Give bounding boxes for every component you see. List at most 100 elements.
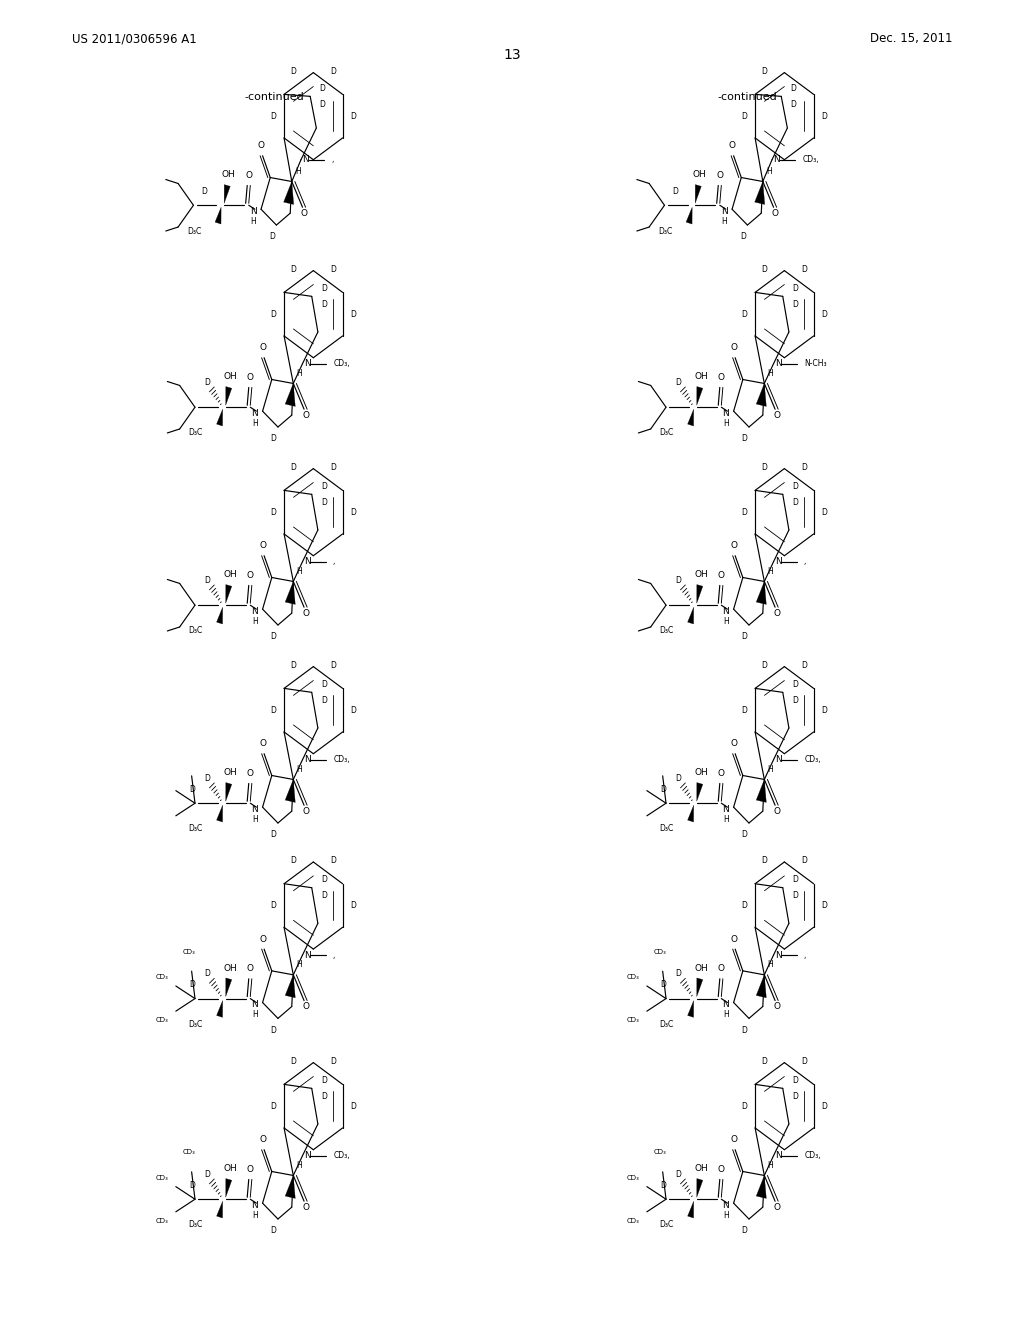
- Text: H: H: [251, 216, 256, 226]
- Text: D: D: [322, 482, 327, 491]
- Text: D: D: [322, 680, 327, 689]
- Text: D₃C: D₃C: [188, 825, 203, 833]
- Text: CD₃,: CD₃,: [804, 755, 821, 764]
- Text: D: D: [821, 508, 827, 516]
- Text: O: O: [718, 965, 725, 973]
- Text: D: D: [793, 680, 798, 689]
- Text: D: D: [291, 463, 296, 473]
- Text: D: D: [205, 1170, 210, 1179]
- Text: D: D: [270, 112, 276, 120]
- Text: O: O: [258, 141, 264, 150]
- Text: N: N: [721, 207, 727, 215]
- Text: D₃C: D₃C: [188, 1020, 203, 1028]
- Polygon shape: [286, 974, 295, 998]
- Text: OH: OH: [694, 570, 709, 579]
- Text: D: D: [793, 696, 798, 705]
- Text: D: D: [319, 100, 326, 108]
- Text: D: D: [741, 112, 748, 120]
- Text: D₃C: D₃C: [658, 227, 672, 235]
- Polygon shape: [284, 181, 294, 205]
- Text: D: D: [660, 981, 666, 989]
- Text: D₃C: D₃C: [659, 1221, 674, 1229]
- Text: D: D: [322, 696, 327, 705]
- Text: CD₃,: CD₃,: [333, 1151, 350, 1160]
- Text: D: D: [791, 100, 797, 108]
- Text: Dec. 15, 2011: Dec. 15, 2011: [869, 32, 952, 45]
- Text: D: D: [741, 632, 748, 642]
- Text: OH: OH: [694, 768, 709, 777]
- Text: D: D: [793, 891, 798, 900]
- Text: D: D: [741, 902, 748, 909]
- Text: D: D: [322, 875, 327, 884]
- Text: N: N: [722, 409, 729, 417]
- Text: D: D: [331, 1057, 336, 1067]
- Text: D: D: [322, 1092, 327, 1101]
- Text: D: D: [676, 378, 681, 387]
- Text: CD₃: CD₃: [156, 1175, 169, 1180]
- Text: O: O: [246, 172, 252, 180]
- Text: D: D: [270, 830, 276, 840]
- Text: O: O: [718, 770, 725, 777]
- Text: OH: OH: [222, 170, 236, 180]
- Text: CD₃,: CD₃,: [803, 156, 819, 164]
- Text: D: D: [791, 84, 797, 92]
- Text: 13: 13: [503, 49, 521, 62]
- Text: O: O: [259, 739, 266, 748]
- Text: H: H: [297, 766, 302, 774]
- Text: -continued: -continued: [245, 92, 304, 103]
- Polygon shape: [755, 181, 765, 205]
- Polygon shape: [688, 409, 693, 426]
- Polygon shape: [696, 585, 702, 603]
- Text: CD₃,: CD₃,: [333, 359, 350, 368]
- Text: D: D: [741, 1226, 748, 1236]
- Text: D: D: [291, 661, 296, 671]
- Text: N: N: [304, 950, 310, 960]
- Text: N: N: [722, 607, 729, 615]
- Text: H: H: [252, 418, 258, 428]
- Text: O: O: [730, 935, 737, 944]
- Polygon shape: [217, 1001, 222, 1018]
- Text: D: D: [793, 875, 798, 884]
- Text: D: D: [350, 1102, 356, 1110]
- Text: O: O: [773, 1203, 780, 1212]
- Text: D: D: [676, 969, 681, 978]
- Text: D: D: [821, 112, 827, 120]
- Text: N: N: [773, 156, 780, 164]
- Text: D: D: [741, 310, 748, 318]
- Text: O: O: [773, 1002, 780, 1011]
- Text: D: D: [660, 785, 666, 793]
- Text: D: D: [350, 112, 356, 120]
- Polygon shape: [286, 779, 295, 803]
- Text: H: H: [768, 370, 773, 378]
- Text: O: O: [301, 209, 307, 218]
- Text: O: O: [773, 609, 780, 618]
- Text: D: D: [350, 902, 356, 909]
- Text: O: O: [729, 141, 735, 150]
- Text: D: D: [270, 1102, 276, 1110]
- Text: O: O: [259, 1135, 266, 1144]
- Text: D: D: [270, 902, 276, 909]
- Text: D: D: [793, 498, 798, 507]
- Text: D: D: [802, 1057, 807, 1067]
- Text: D: D: [331, 463, 336, 473]
- Text: D: D: [205, 774, 210, 783]
- Text: H: H: [723, 814, 729, 824]
- Polygon shape: [757, 974, 766, 998]
- Text: CD₃: CD₃: [627, 1218, 640, 1224]
- Text: D: D: [205, 378, 210, 387]
- Polygon shape: [225, 783, 231, 801]
- Polygon shape: [225, 1179, 231, 1197]
- Text: O: O: [730, 739, 737, 748]
- Text: D: D: [270, 632, 276, 642]
- Polygon shape: [217, 607, 222, 624]
- Text: CD₃: CD₃: [627, 1175, 640, 1180]
- Text: D: D: [793, 284, 798, 293]
- Text: D: D: [762, 857, 767, 866]
- Text: D: D: [821, 310, 827, 318]
- Polygon shape: [225, 387, 231, 405]
- Polygon shape: [286, 1175, 295, 1199]
- Text: N: N: [722, 1001, 729, 1008]
- Text: D₃C: D₃C: [187, 227, 201, 235]
- Text: OH: OH: [694, 372, 709, 381]
- Text: D: D: [762, 265, 767, 275]
